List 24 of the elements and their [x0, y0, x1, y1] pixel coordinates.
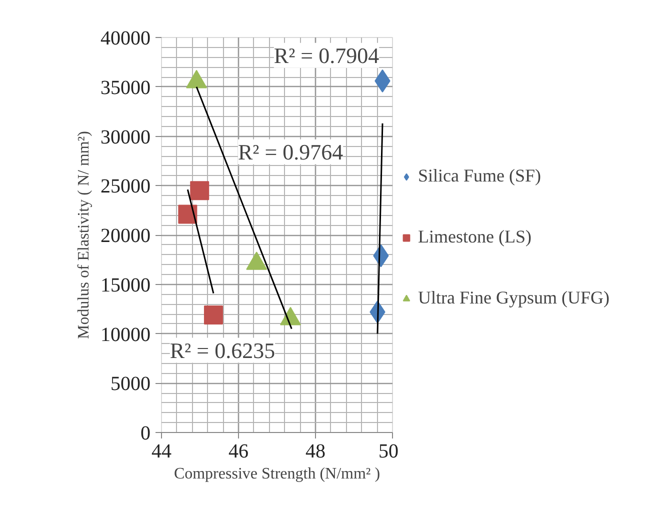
y-tick-label: 0: [140, 422, 150, 444]
legend-label: Ultra Fine Gypsum (UFG): [418, 288, 610, 308]
point: [178, 204, 198, 224]
x-axis-title: Compressive Strength (N/mm² ): [174, 466, 380, 482]
legend-label: Limestone (LS): [418, 226, 532, 248]
y-tick-label: 35000: [100, 76, 150, 99]
y-tick-label: 40000: [100, 28, 150, 50]
y-tick-label: 25000: [100, 176, 150, 198]
y-tick-label: 15000: [100, 274, 150, 296]
legend-label: Silica Fume (SF): [418, 166, 542, 186]
x-tick-label: 46: [228, 440, 248, 462]
x-tick-label: 48: [306, 440, 326, 462]
y-tick-label: 10000: [100, 324, 150, 346]
y-tick-label: 20000: [100, 225, 150, 247]
y-axis-title: Modulus of Elastivity ( N/ mm²): [76, 131, 92, 339]
annotation: R² = 0.7904: [274, 42, 380, 68]
y-tick-label: 30000: [100, 126, 150, 148]
x-tick-label: 44: [152, 440, 172, 462]
y-tick-label: 5000: [110, 373, 150, 396]
point: [204, 305, 223, 324]
annotation: R² = 0.9764: [238, 139, 344, 164]
point: [190, 181, 210, 200]
annotation: R² = 0.6235: [170, 338, 276, 363]
x-tick-label: 50: [378, 440, 398, 462]
